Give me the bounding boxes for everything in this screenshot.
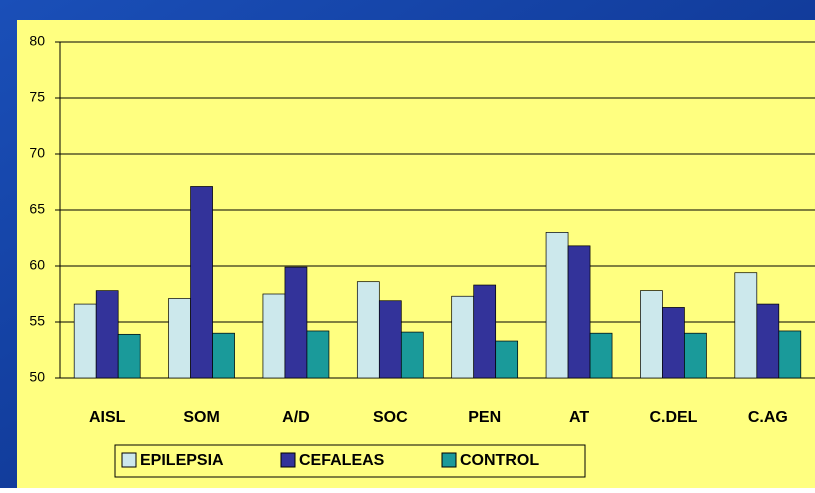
bar (778, 330, 802, 379)
legend-swatch (280, 452, 296, 468)
y-tick-label: 75 (29, 89, 45, 105)
bar (684, 332, 707, 379)
y-tick-label: 70 (29, 145, 45, 161)
bar (356, 281, 380, 379)
bar (589, 332, 613, 379)
x-tick-label: SOM (183, 409, 219, 426)
y-tick-label: 80 (29, 33, 45, 49)
bar (495, 340, 519, 379)
x-tick-label: A/D (282, 409, 310, 426)
x-tick-label: AT (569, 409, 589, 426)
bar (117, 333, 141, 379)
bar (284, 266, 308, 379)
y-tick-label: 60 (29, 257, 45, 273)
bar (473, 284, 497, 379)
x-tick-label: C.DEL (649, 409, 697, 426)
bar (545, 232, 569, 379)
bar (168, 298, 191, 379)
bar (73, 303, 97, 379)
x-tick-label: PEN (468, 409, 501, 426)
y-tick-label: 65 (29, 201, 45, 217)
y-tick-label: 50 (29, 369, 45, 385)
legend-label: EPILEPSIA (140, 452, 224, 469)
bar (662, 307, 685, 379)
bar (640, 290, 663, 379)
legend-swatch (121, 452, 137, 468)
bar (567, 245, 591, 379)
legend-label: CEFALEAS (299, 452, 385, 469)
bar (212, 332, 235, 379)
bar (734, 272, 758, 379)
legend-box (114, 444, 586, 478)
legend-swatch (441, 452, 457, 468)
x-tick-label: SOC (373, 409, 408, 426)
bar (95, 290, 119, 379)
x-tick-label: AISL (89, 409, 126, 426)
legend-label: CONTROL (460, 452, 539, 469)
bar (756, 303, 780, 379)
y-tick-label: 55 (29, 313, 45, 329)
bar (451, 295, 475, 379)
x-tick-label: C.AG (748, 409, 788, 426)
bar (190, 186, 213, 379)
bar (378, 300, 402, 379)
bar (400, 331, 424, 379)
bar (306, 330, 330, 379)
bar (262, 293, 286, 379)
